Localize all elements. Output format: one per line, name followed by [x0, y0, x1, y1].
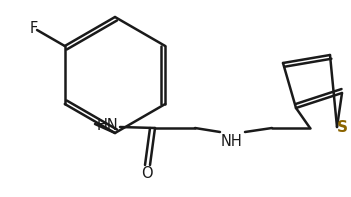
Text: S: S: [337, 120, 347, 135]
Text: F: F: [29, 20, 38, 35]
Text: NH: NH: [221, 134, 243, 149]
Text: HN: HN: [96, 119, 118, 134]
Text: O: O: [141, 165, 153, 180]
